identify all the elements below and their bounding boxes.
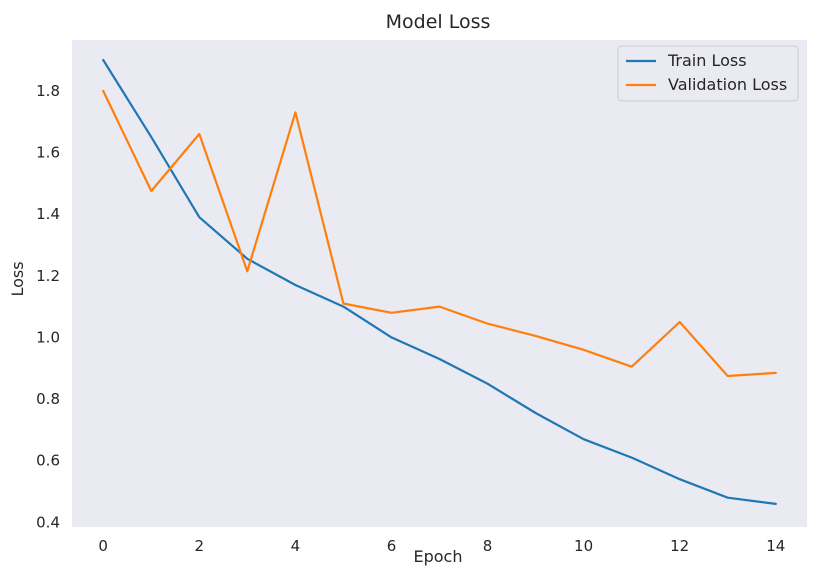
x-tick-label: 4: [291, 537, 301, 555]
y-tick-label: 1.6: [36, 144, 60, 162]
legend: Train Loss Validation Loss: [617, 45, 799, 102]
x-tick-label: 0: [98, 537, 108, 555]
x-tick-label: 10: [574, 537, 593, 555]
y-tick-label: 1.2: [36, 267, 60, 285]
series-line-1: [102, 89, 777, 378]
series-line-0: [102, 58, 777, 505]
y-tick-label: 1.4: [36, 205, 60, 223]
x-tick-label: 6: [387, 537, 397, 555]
plot-area: [72, 40, 807, 527]
y-tick-label: 0.8: [36, 390, 60, 408]
chart-title: Model Loss: [386, 11, 491, 33]
y-tick-label: 0.6: [36, 452, 60, 470]
series-lines: [102, 58, 777, 505]
x-tick-label: 14: [766, 537, 785, 555]
y-tick-label: 1.8: [36, 82, 60, 100]
x-axis-label: Epoch: [414, 547, 463, 566]
legend-box: [617, 45, 799, 102]
y-tick-labels: 0.4 0.6 0.8 1.0 1.2 1.4 1.6 1.8: [36, 82, 60, 532]
x-tick-label: 8: [483, 537, 493, 555]
legend-label-1: Validation Loss: [668, 75, 787, 94]
x-tick-labels: 0 2 4 6 8 10 12 14: [98, 537, 785, 555]
y-axis-label: Loss: [8, 261, 27, 296]
x-tick-label: 12: [670, 537, 689, 555]
y-tick-label: 1.0: [36, 328, 60, 346]
legend-label-0: Train Loss: [667, 51, 747, 70]
y-tick-label: 0.4: [36, 513, 60, 531]
x-tick-label: 2: [195, 537, 205, 555]
